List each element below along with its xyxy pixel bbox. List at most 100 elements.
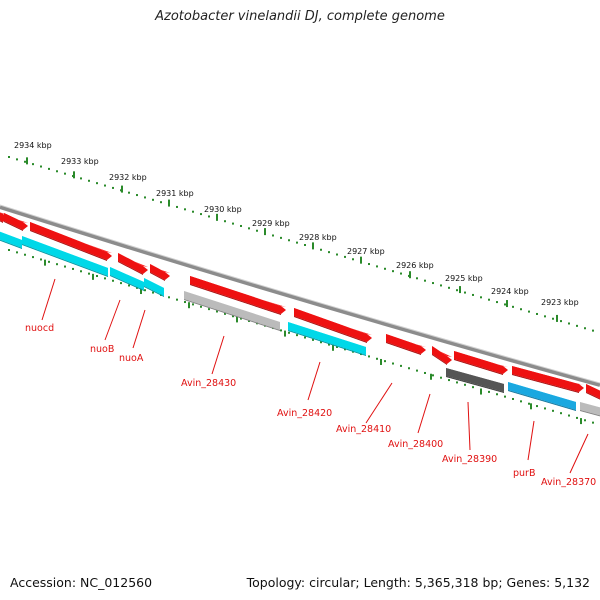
inner-ruler-dot [232,315,234,318]
ruler-dot [200,213,202,216]
inner-ruler-dot [568,414,570,417]
ruler-dot [512,305,514,308]
inner-ruler-dot [104,277,106,280]
ruler-dot [208,215,210,218]
ruler-dot [592,329,594,332]
genome-backbone [0,205,600,387]
ruler-dot [456,289,458,292]
inner-ruler-dot [312,338,314,341]
inner-ruler-dot [168,296,170,299]
inner-ruler-dot [280,329,282,332]
gene-block-reverse [508,382,576,411]
ruler-dot [344,255,346,258]
ruler-label: 2927 kbp [347,247,385,256]
inner-ruler-major-tick [530,403,532,410]
gene-block-reverse [144,278,164,297]
ruler-dot [128,191,130,194]
inner-ruler-ticks [8,249,594,425]
inner-ruler-dot [344,348,346,351]
inner-ruler-dot [496,393,498,396]
ruler-dot [584,327,586,330]
ruler-dot [328,251,330,254]
ruler-label: 2934 kbp [14,141,52,150]
gene-label-line [211,335,225,375]
gene-block-reverse [0,231,22,249]
inner-ruler-dot [536,405,538,408]
inner-ruler-major-tick [580,418,582,425]
gene-label: Avin_28410 [336,424,391,435]
ruler-dot [256,229,258,232]
inner-ruler-major-tick [284,330,286,337]
inner-ruler-dot [504,395,506,398]
gene-label: Avin_28370 [541,477,596,488]
inner-ruler-dot [216,310,218,313]
inner-ruler-dot [304,336,306,339]
ruler-dot [48,167,50,170]
inner-ruler-dot [192,303,194,306]
ruler-label: 2930 kbp [204,205,242,214]
ruler-dot [544,315,546,318]
gene-block-forward [432,346,452,365]
ruler-dot [280,236,282,239]
inner-ruler-dot [32,256,34,259]
ruler-dot [504,303,506,306]
ruler-dot [480,296,482,299]
inner-ruler-dot [576,416,578,419]
ruler-label: 2924 kbp [491,287,529,296]
genome-backbone-highlight [0,204,600,384]
inner-ruler-dot [320,341,322,344]
ruler-major-tick [264,228,266,236]
ruler-dot [320,248,322,251]
gene-label-line [417,393,431,434]
ruler-dot [448,286,450,289]
ruler-label: 2933 kbp [61,157,99,166]
gene-label: Avin_28430 [181,378,236,389]
inner-ruler-dot [424,371,426,374]
gene-blocks [0,212,600,417]
inner-ruler-dot [400,364,402,367]
inner-ruler-dot [552,409,554,412]
inner-ruler-major-tick [140,288,142,295]
gene-block-forward [118,253,148,275]
ruler-major-tick [556,314,558,322]
inner-ruler-dot [512,397,514,400]
inner-ruler-dot [112,279,114,282]
inner-ruler-major-tick [92,273,94,280]
ruler-dot [464,291,466,294]
inner-ruler-dot [152,291,154,294]
ruler-dot [440,284,442,287]
ruler-dot [104,184,106,187]
inner-ruler-dot [560,412,562,415]
ruler-dot [160,201,162,204]
inner-ruler-dot [520,400,522,403]
gene-labels: nuocd nuoB nuoA Avin_28430 Avin_28420 Avin_28… [25,323,596,488]
ruler-dot [112,186,114,189]
inner-ruler-dot [120,282,122,285]
ruler-dot [568,322,570,325]
ruler-major-tick [409,271,411,279]
ruler-major-tick [73,171,75,179]
ruler-dot [488,298,490,301]
ruler-dot [32,163,34,166]
ruler-dot [224,220,226,223]
inner-ruler-dot [408,367,410,370]
ruler-dot [384,267,386,270]
ruler-dot [296,241,298,244]
ruler-dot [96,182,98,185]
inner-ruler-dot [240,317,242,320]
inner-ruler-dot [128,284,130,287]
inner-ruler-dot [144,289,146,292]
inner-ruler-dot [56,263,58,266]
ruler-dot [536,312,538,315]
ruler-label: 2932 kbp [109,173,147,182]
ruler-dot [472,293,474,296]
inner-ruler-major-tick [480,388,482,395]
inner-ruler-major-tick [236,316,238,323]
ruler-major-tick [168,199,170,207]
inner-ruler-dot [592,421,594,424]
gene-block-forward [30,222,112,261]
inner-ruler-dot [584,419,586,422]
inner-ruler-dot [296,334,298,337]
